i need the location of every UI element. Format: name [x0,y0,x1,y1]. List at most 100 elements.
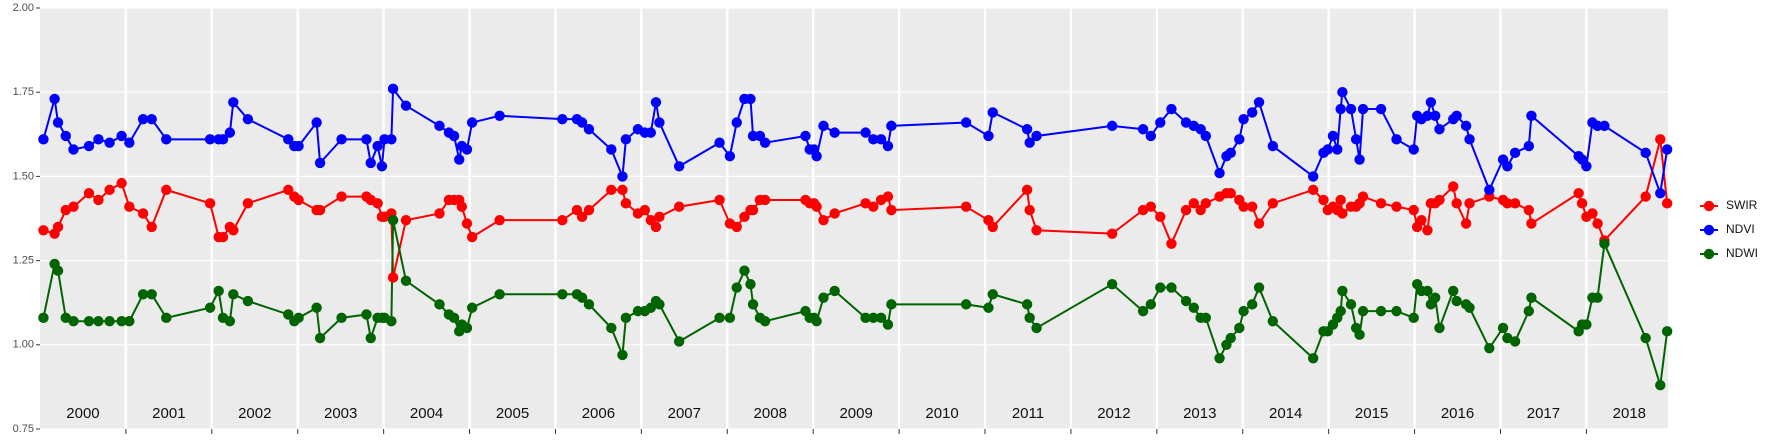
data-point [448,130,460,142]
data-point [1155,211,1166,223]
data-point [1640,191,1651,202]
data-point [557,289,568,300]
data-point [1180,204,1192,216]
data-point [1145,201,1157,212]
y-tick-label: 1.75 [13,86,34,98]
data-point [1234,134,1245,145]
data-point [336,312,347,324]
data-point [1332,144,1343,155]
data-point [673,161,685,172]
data-point [1307,184,1319,196]
data-point [639,204,651,216]
data-point [124,201,135,212]
data-point [745,93,756,105]
data-point [1592,218,1603,229]
data-point [606,184,617,196]
y-tick-label: 1.50 [13,170,34,182]
data-point [987,221,998,233]
data-point [829,285,840,297]
data-point [365,157,376,169]
x-tick-label: 2008 [754,405,787,422]
data-point [434,208,445,219]
data-point [361,134,372,145]
data-point [620,198,632,209]
data-point [745,278,756,290]
data-point [1024,204,1035,216]
data-point [1422,110,1433,121]
data-point [466,117,478,128]
data-point [1502,198,1513,209]
data-point [93,316,104,327]
data-point [650,97,662,108]
data-point [311,117,322,128]
legend-key-point [1703,224,1715,236]
data-point [1267,140,1279,152]
data-point [60,130,71,142]
data-point [1375,305,1387,317]
data-point [116,177,127,189]
data-point [1166,103,1177,115]
data-point [868,201,879,212]
data-point [146,113,157,125]
data-point [461,218,473,229]
data-point [1451,110,1462,121]
data-point [1322,144,1333,155]
data-point [960,201,972,212]
data-point [124,316,135,327]
data-point [293,312,304,324]
data-point [1526,110,1537,121]
data-point [1640,147,1651,159]
data-point [68,144,79,155]
x-tick-label: 2010 [925,405,958,422]
data-point [461,144,473,155]
legend-label: NDVI [1726,222,1755,236]
data-point [283,184,294,196]
data-point [1592,292,1603,303]
x-tick-label: 2015 [1355,405,1388,422]
data-point [1429,292,1441,303]
data-point [93,134,104,145]
data-point [882,140,894,152]
data-point [1145,130,1157,142]
legend-key-point [1703,248,1715,260]
data-point [376,161,388,172]
data-point [52,221,64,233]
data-point [829,208,840,219]
data-point [314,204,326,216]
data-point [583,124,595,135]
data-point [645,127,657,138]
legend: SWIR NDVI NDWI [1700,198,1758,260]
plot-panel [40,8,1668,429]
data-point [1145,299,1157,310]
data-point [1599,238,1610,249]
data-point [124,137,135,148]
data-point [739,211,750,223]
data-point [83,140,95,152]
data-point [1434,124,1445,135]
data-point [1188,198,1199,209]
data-point [1166,238,1177,249]
data-point [1024,137,1035,148]
data-point [1509,147,1521,159]
data-point [146,289,157,300]
data-point [1137,305,1149,317]
data-point [1345,103,1357,115]
data-point [1234,322,1245,334]
data-point [1523,140,1535,152]
data-point [1021,184,1033,196]
data-point [1425,97,1437,108]
data-point [1661,144,1673,155]
data-point [224,127,236,138]
data-point [576,292,588,303]
data-point [104,137,115,148]
data-point [161,184,172,196]
data-point [137,208,149,219]
data-point [747,299,759,310]
data-point [1225,147,1236,159]
data-point [336,191,347,202]
data-point [146,221,157,233]
data-point [387,214,399,226]
data-point [1188,302,1199,313]
data-point [1408,312,1419,324]
data-point [1408,204,1419,216]
